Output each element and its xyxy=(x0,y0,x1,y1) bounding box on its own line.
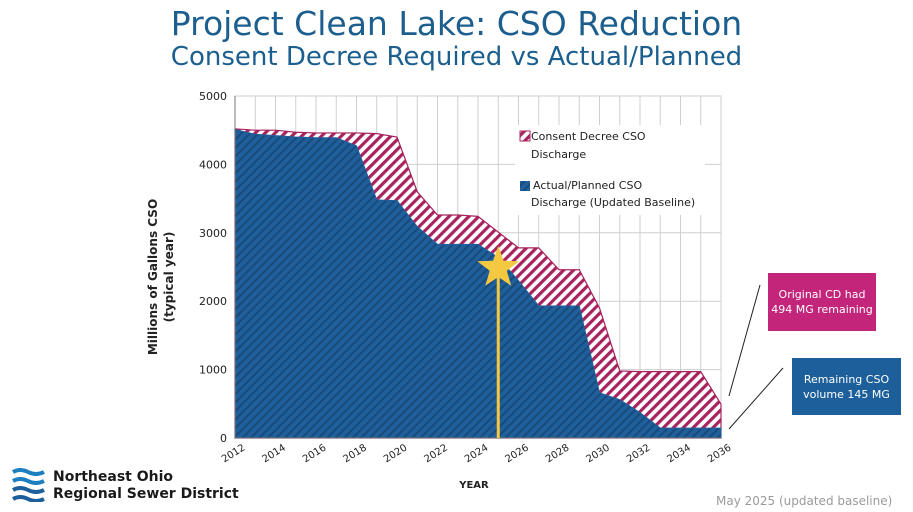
y-tick-label: 2000 xyxy=(199,295,227,308)
organization-name-line1: Northeast Ohio xyxy=(53,469,174,485)
legend-swatch-actual xyxy=(520,181,530,191)
nerosd-logo-icon xyxy=(12,468,45,502)
x-tick-label: 2026 xyxy=(503,442,530,465)
x-axis-label: YEAR xyxy=(458,480,489,491)
y-tick-label: 0 xyxy=(220,432,227,445)
series-actual-planned-area xyxy=(234,128,722,439)
legend-swatch-consent-decree xyxy=(519,130,531,142)
x-tick-label: 2020 xyxy=(382,442,409,465)
callout-leader-remaining xyxy=(728,367,784,430)
callout-original-cd: Original CD had 494 MG remaining xyxy=(768,273,876,331)
x-tick-label: 2034 xyxy=(665,442,692,465)
y-tick-label: 3000 xyxy=(199,227,227,240)
x-tick-label: 2018 xyxy=(341,442,368,465)
x-tick-label: 2022 xyxy=(422,442,449,465)
x-tick-label: 2030 xyxy=(584,442,611,465)
legend-label-actual: Actual/Planned CSO Discharge (Updated Ba… xyxy=(531,179,695,209)
callout-remaining-cso: Remaining CSO volume 145 MG xyxy=(792,358,901,415)
y-tick-label: 4000 xyxy=(199,158,227,171)
x-tick-label: 2036 xyxy=(706,442,733,465)
footnote: May 2025 (updated baseline) xyxy=(716,494,893,508)
y-axis-label: Millions of Gallons CSO (typical year) xyxy=(146,199,176,355)
y-tick-label: 5000 xyxy=(199,90,227,103)
current-year-star-icon xyxy=(477,246,520,286)
chart-subtitle: Consent Decree Required vs Actual/Planne… xyxy=(170,42,743,72)
organization-name: Northeast Ohio Regional Sewer District xyxy=(53,469,239,503)
x-tick-label: 2028 xyxy=(544,442,571,465)
legend-box xyxy=(515,125,705,215)
x-tick-label: 2012 xyxy=(220,442,247,465)
x-tick-label: 2032 xyxy=(625,442,652,465)
callout-leader-cd xyxy=(728,284,761,397)
organization-name-line2: Regional Sewer District xyxy=(53,486,239,502)
x-tick-label: 2014 xyxy=(260,442,287,465)
x-tick-label: 2024 xyxy=(463,442,490,465)
x-tick-label: 2016 xyxy=(301,442,328,465)
legend-label-consent-decree: Consent Decree CSO Discharge xyxy=(531,130,649,161)
chart-title: Project Clean Lake: CSO Reduction xyxy=(170,4,743,43)
y-tick-label: 1000 xyxy=(199,364,227,377)
